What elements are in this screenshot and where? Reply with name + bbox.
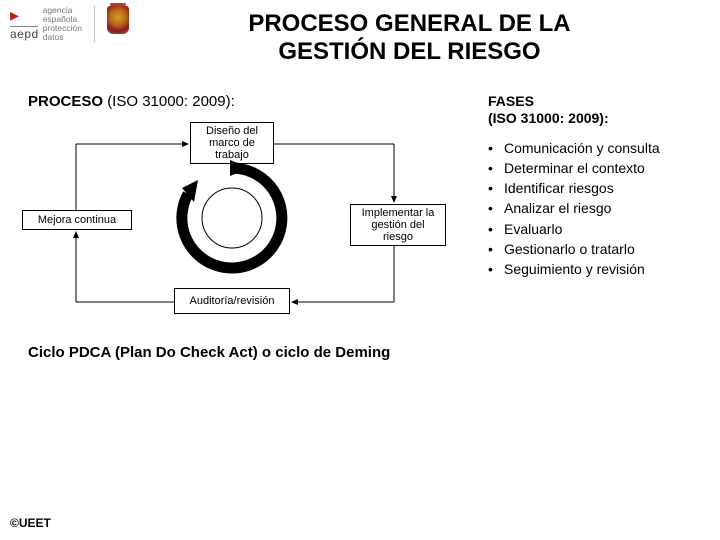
aepd-logo: ▸ aepd agencia española protección datos [10,6,82,42]
node-implement: Implementar la gestión del riesgo [350,204,446,246]
pdca-diagram: Diseño del marco de trabajo Implementar … [22,122,462,332]
pdca-caption: Ciclo PDCA (Plan Do Check Act) o ciclo d… [28,344,480,361]
phase-item: Determinar el contexto [504,159,710,177]
node-audit: Auditoría/revisión [174,288,290,314]
phase-item: Gestionarlo o tratarlo [504,240,710,258]
logo-line4: datos [43,33,82,42]
title-line2: GESTIÓN DEL RIESGO [278,38,540,65]
phase-item: Identificar riesgos [504,179,710,197]
logo-acronym: aepd [10,27,39,41]
phase-item: Analizar el riesgo [504,199,710,217]
phases-heading-1: FASES [488,93,534,109]
phase-bullet: • [488,179,504,197]
content: PROCESO (ISO 31000: 2009): Diseño del ma… [0,93,720,361]
phase-item: Evaluarlo [504,220,710,238]
cycle-ring [172,158,292,278]
phases-heading-2: (ISO 31000: 2009): [488,110,609,126]
diagram-area: PROCESO (ISO 31000: 2009): Diseño del ma… [10,93,480,361]
phases-panel: FASES (ISO 31000: 2009): •Comunicación y… [480,93,710,361]
spain-shield-icon [107,6,129,34]
phases-heading: FASES (ISO 31000: 2009): [488,93,710,127]
process-title-prefix: PROCESO [28,93,107,110]
phase-bullet: • [488,199,504,217]
divider [94,6,95,42]
process-title-paren: (ISO 31000: 2009): [107,93,235,110]
phase-item: Comunicación y consulta [504,139,710,157]
title-line1: PROCESO GENERAL DE LA [248,10,570,37]
triangle-icon: ▸ [10,6,39,24]
logo-block: ▸ aepd agencia española protección datos [10,6,129,42]
phase-item: Seguimiento y revisión [504,260,710,278]
phase-bullet: • [488,139,504,157]
phase-bullet: • [488,220,504,238]
header: ▸ aepd agencia española protección datos… [0,0,720,65]
phase-list: •Comunicación y consulta•Determinar el c… [488,139,710,278]
phase-bullet: • [488,240,504,258]
logo-mark: ▸ aepd [10,6,39,41]
logo-text: agencia española protección datos [43,6,82,42]
phase-bullet: • [488,260,504,278]
phase-bullet: • [488,159,504,177]
ring-icon [172,158,292,278]
node-improve: Mejora continua [22,210,132,230]
footer-copyright: ©UEET [10,516,51,530]
process-title: PROCESO (ISO 31000: 2009): [28,93,480,110]
page-title: PROCESO GENERAL DE LA GESTIÓN DEL RIESGO [129,6,710,65]
